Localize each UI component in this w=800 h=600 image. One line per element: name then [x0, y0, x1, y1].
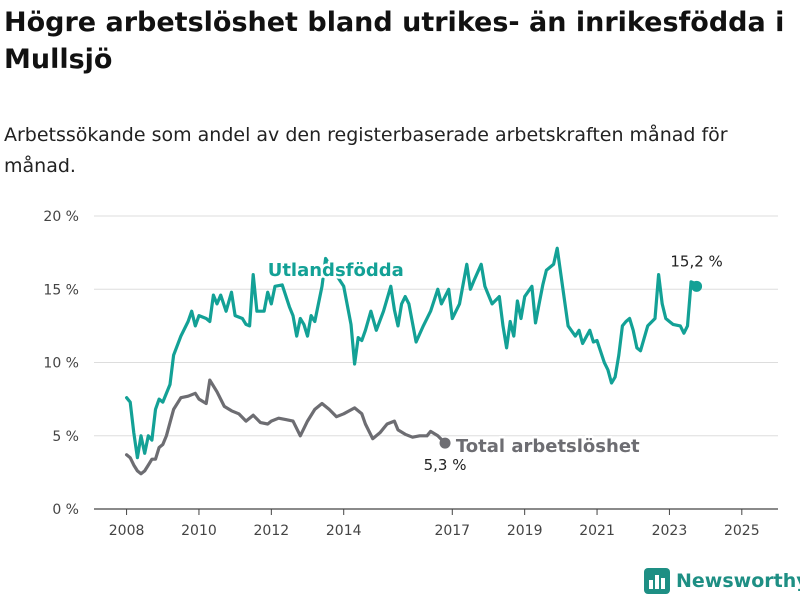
x-tick-label: 2019 — [507, 523, 543, 539]
x-tick-label: 2025 — [724, 523, 760, 539]
y-tick-label: 5 % — [52, 429, 79, 445]
x-tick-label: 2023 — [652, 523, 688, 539]
end-value-label-1: 15,2 % — [670, 252, 722, 270]
x-tick-label: 2012 — [254, 523, 290, 539]
series-name-label-1: Utlandsfödda — [268, 260, 404, 281]
end-value-label-2: 5,3 % — [424, 456, 467, 474]
x-tick-label: 2021 — [579, 523, 615, 539]
series-end-point-1 — [691, 280, 703, 292]
y-tick-label: 10 % — [43, 356, 79, 372]
x-tick-label: 2010 — [181, 523, 217, 539]
x-tick-label: 2008 — [109, 523, 145, 539]
chart-title: Högre arbetslöshet bland utrikes- än inr… — [4, 7, 785, 75]
series-name-label-2: Total arbetslöshet — [456, 436, 640, 457]
bar-chart-logo-icon — [644, 568, 670, 594]
y-tick-label: 15 % — [43, 282, 79, 298]
series-line-1 — [125, 246, 699, 460]
x-tick-label: 2014 — [326, 523, 362, 539]
x-tick-label: 2017 — [434, 523, 470, 539]
y-tick-label: 0 % — [52, 502, 79, 518]
y-tick-label: 20 % — [43, 209, 79, 225]
series-line-2 — [125, 378, 447, 476]
series-end-point-2 — [439, 437, 451, 449]
brand-name: Newsworthy — [676, 570, 800, 592]
newsworthy-brand[interactable]: Newsworthy — [644, 568, 800, 594]
chart-subtitle: Arbetssökande som andel av den registerb… — [4, 124, 728, 177]
